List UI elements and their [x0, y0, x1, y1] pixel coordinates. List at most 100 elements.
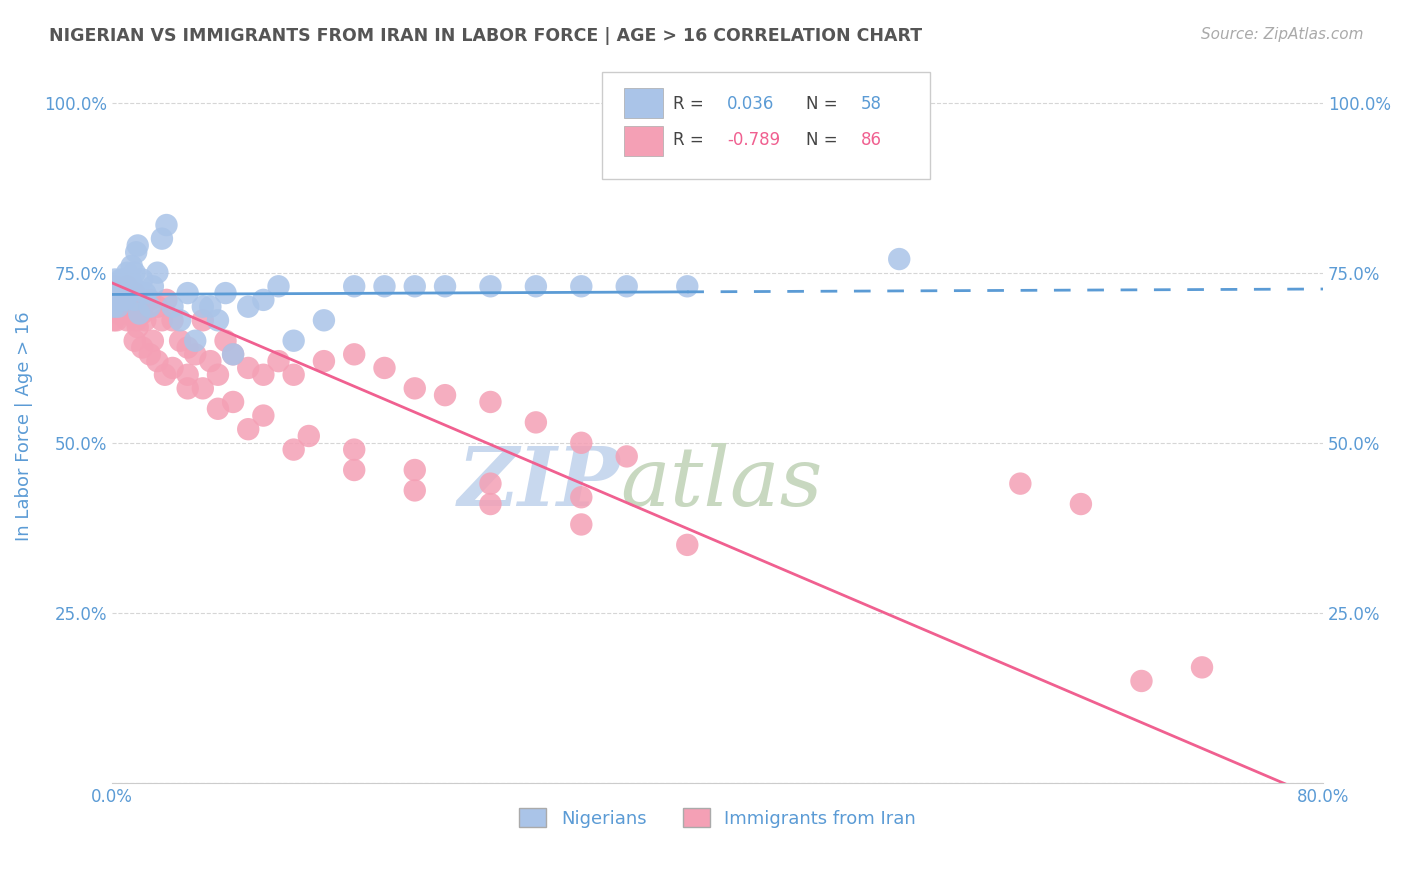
Point	[153, 368, 176, 382]
Point	[207, 368, 229, 382]
Point	[139, 347, 162, 361]
Point	[108, 293, 131, 307]
Point	[146, 266, 169, 280]
Point	[139, 300, 162, 314]
Point	[131, 341, 153, 355]
Point	[120, 293, 142, 307]
Point	[524, 279, 547, 293]
Point	[169, 334, 191, 348]
Point	[283, 368, 305, 382]
Point	[108, 300, 131, 314]
Point	[569, 279, 592, 293]
Point	[184, 334, 207, 348]
Point	[134, 313, 156, 327]
Point	[569, 490, 592, 504]
Point	[103, 313, 125, 327]
Point	[107, 300, 129, 314]
Point	[214, 334, 236, 348]
Point	[115, 279, 138, 293]
Point	[103, 286, 125, 301]
Text: 58: 58	[860, 95, 882, 113]
Point	[889, 252, 911, 266]
Point	[115, 313, 138, 327]
Point	[103, 300, 125, 314]
Point	[105, 313, 128, 327]
Point	[122, 279, 145, 293]
Point	[108, 279, 131, 293]
Point	[155, 218, 177, 232]
Point	[134, 286, 156, 301]
Point	[142, 279, 165, 293]
Point	[162, 300, 184, 314]
Point	[107, 286, 129, 301]
Point	[222, 347, 245, 361]
Point	[162, 313, 184, 327]
Point	[120, 272, 142, 286]
Point	[569, 435, 592, 450]
Point	[115, 266, 138, 280]
Point	[104, 272, 127, 286]
Point	[283, 442, 305, 457]
Point	[404, 463, 426, 477]
Point	[124, 286, 146, 301]
Point	[176, 341, 198, 355]
Point	[111, 279, 134, 293]
Point	[110, 286, 132, 301]
Point	[616, 279, 638, 293]
Point	[104, 286, 127, 301]
Point	[434, 388, 457, 402]
Point	[373, 279, 395, 293]
Point	[479, 497, 502, 511]
Point	[184, 347, 207, 361]
Point	[312, 313, 335, 327]
Point	[117, 286, 139, 301]
Point	[111, 306, 134, 320]
Point	[114, 293, 136, 307]
Point	[124, 334, 146, 348]
FancyBboxPatch shape	[624, 126, 664, 156]
Point	[298, 429, 321, 443]
Text: ZIP: ZIP	[458, 443, 620, 523]
Point	[142, 334, 165, 348]
Point	[162, 360, 184, 375]
Point	[404, 483, 426, 498]
Point	[115, 279, 138, 293]
Point	[252, 409, 274, 423]
Text: N =: N =	[806, 131, 838, 149]
Point	[479, 279, 502, 293]
Point	[105, 279, 128, 293]
FancyBboxPatch shape	[603, 72, 929, 179]
Point	[524, 416, 547, 430]
Point	[267, 279, 290, 293]
Point	[107, 300, 129, 314]
Point	[676, 538, 699, 552]
Point	[434, 279, 457, 293]
Point	[146, 354, 169, 368]
Point	[146, 300, 169, 314]
Point	[1070, 497, 1092, 511]
Point	[616, 450, 638, 464]
Legend: Nigerians, Immigrants from Iran: Nigerians, Immigrants from Iran	[512, 801, 924, 835]
Point	[125, 313, 148, 327]
Point	[107, 286, 129, 301]
Point	[176, 368, 198, 382]
Point	[110, 286, 132, 301]
Point	[128, 306, 150, 320]
Point	[343, 463, 366, 477]
Point	[110, 272, 132, 286]
Point	[155, 293, 177, 307]
Point	[176, 286, 198, 301]
Point	[131, 272, 153, 286]
Point	[108, 306, 131, 320]
Point	[200, 300, 222, 314]
Text: Source: ZipAtlas.com: Source: ZipAtlas.com	[1201, 27, 1364, 42]
Point	[128, 300, 150, 314]
Text: NIGERIAN VS IMMIGRANTS FROM IRAN IN LABOR FORCE | AGE > 16 CORRELATION CHART: NIGERIAN VS IMMIGRANTS FROM IRAN IN LABO…	[49, 27, 922, 45]
Point	[238, 360, 260, 375]
Point	[105, 293, 128, 307]
Point	[108, 293, 131, 307]
Point	[373, 360, 395, 375]
Point	[112, 286, 135, 301]
Point	[1191, 660, 1213, 674]
FancyBboxPatch shape	[624, 87, 664, 118]
